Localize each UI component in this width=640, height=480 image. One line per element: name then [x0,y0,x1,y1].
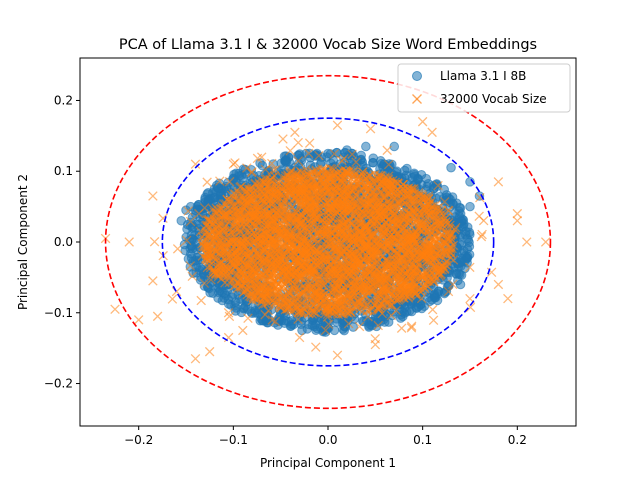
llama-point [250,308,260,318]
llama-point [455,279,466,290]
llama-point [176,215,187,226]
llama-point [180,245,191,256]
llama-point [185,201,196,212]
llama-point [297,325,307,336]
llama-point [234,170,245,181]
chart-title: PCA of Llama 3.1 I & 32000 Vocab Size Wo… [119,37,537,53]
llama-point [368,157,378,168]
llama-point [429,289,440,300]
llama-point [441,190,452,200]
llama-point [186,253,197,263]
llama-point [309,321,320,332]
llama-point [280,156,290,166]
llama-point [456,216,466,226]
llama-point [217,295,228,306]
llama-point [446,162,456,173]
plot-marks [100,74,552,410]
llama-point [375,156,386,166]
llama-point [464,227,475,238]
llama-point [454,206,464,217]
llama-point [423,178,434,189]
llama-point [465,201,475,212]
llama-point [402,163,412,174]
llama-point [342,145,352,155]
llama-point [409,169,419,180]
llama-point [413,301,424,312]
llama-point [453,262,464,272]
llama-point [200,194,210,205]
llama-point [456,253,466,264]
plot-area [100,74,552,410]
llama-point [361,141,371,152]
llama-point [348,322,358,332]
llama-point [463,235,474,245]
